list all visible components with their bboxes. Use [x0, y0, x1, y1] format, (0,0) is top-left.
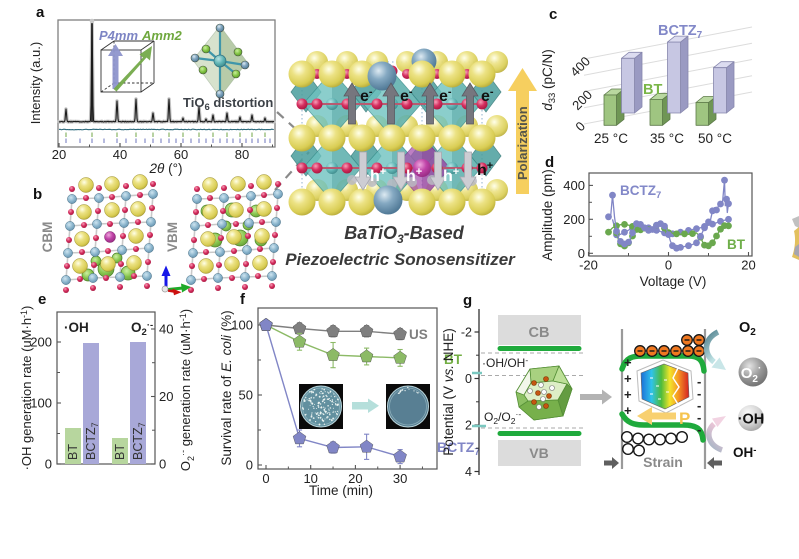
svg-text:2θ (°): 2θ (°)	[149, 161, 183, 176]
svg-text:200: 200	[563, 212, 585, 227]
svg-text:BT: BT	[727, 237, 746, 252]
svg-text:+: +	[624, 403, 632, 418]
svg-text:20: 20	[52, 147, 66, 162]
svg-text:BT: BT	[113, 444, 127, 460]
svg-text:·OH generation rate (uM·h-1): ·OH generation rate (uM·h-1)	[19, 306, 34, 471]
svg-text:20: 20	[159, 389, 173, 404]
svg-text:-: -	[697, 410, 701, 425]
svg-text:0: 0	[159, 457, 166, 472]
svg-text:Amplitude (pm): Amplitude (pm)	[540, 169, 555, 261]
svg-text:BCTZ7: BCTZ7	[658, 23, 703, 41]
svg-text:-20: -20	[579, 258, 598, 273]
svg-text:Potential (V vs. NHE): Potential (V vs. NHE)	[441, 328, 456, 456]
svg-text:0: 0	[665, 258, 672, 273]
svg-text:60: 60	[174, 147, 188, 162]
svg-text:0: 0	[578, 246, 585, 261]
svg-text:100: 100	[30, 396, 52, 411]
svg-text:50: 50	[239, 388, 253, 403]
svg-text:30: 30	[393, 471, 407, 486]
svg-text:-: -	[697, 374, 701, 389]
svg-text:d: d	[545, 154, 554, 171]
svg-text:+: +	[624, 371, 632, 386]
svg-text:Intensity (a.u.): Intensity (a.u.)	[28, 42, 43, 124]
svg-text:c: c	[549, 6, 557, 23]
svg-text:Survival rate of E. coli (%): Survival rate of E. coli (%)	[219, 310, 234, 465]
svg-text:2: 2	[465, 419, 472, 433]
svg-text:Amm2: Amm2	[141, 28, 183, 43]
svg-text:-: -	[697, 422, 701, 437]
svg-text:0: 0	[45, 457, 52, 472]
svg-text:BT: BT	[444, 352, 463, 367]
svg-text:100: 100	[231, 318, 253, 333]
svg-text:50 °C: 50 °C	[698, 131, 732, 146]
svg-text:P: P	[679, 409, 690, 428]
svg-text:-: -	[697, 398, 701, 413]
svg-text:BCTZ7: BCTZ7	[437, 439, 480, 458]
svg-text:Polarization: Polarization	[515, 106, 530, 180]
svg-text:BT: BT	[66, 444, 80, 460]
svg-text:Strain: Strain	[643, 454, 683, 470]
svg-text:g: g	[463, 292, 472, 309]
svg-text:BaTiO3-Based: BaTiO3-Based	[344, 223, 464, 246]
svg-text:25 °C: 25 °C	[594, 131, 628, 146]
svg-text:f: f	[240, 291, 246, 308]
svg-text:40: 40	[159, 322, 173, 337]
svg-text:20: 20	[741, 258, 755, 273]
svg-text:80: 80	[235, 147, 249, 162]
svg-text:·OH/OH-: ·OH/OH-	[482, 355, 528, 370]
svg-text:BCTZ7: BCTZ7	[131, 422, 147, 460]
svg-text:·OH: ·OH	[738, 412, 765, 428]
svg-text:35 °C: 35 °C	[650, 131, 684, 146]
svg-text:O2·- generation rate (uM·h-1): O2·- generation rate (uM·h-1)	[178, 309, 196, 471]
svg-text:CB: CB	[529, 325, 550, 341]
svg-text:+: +	[624, 355, 632, 370]
svg-text:US: US	[409, 327, 428, 342]
svg-text:OH-: OH-	[733, 445, 756, 460]
svg-text:a: a	[36, 4, 45, 21]
svg-text:10: 10	[303, 471, 317, 486]
svg-text:Time (min): Time (min)	[309, 483, 373, 498]
svg-text:e: e	[38, 291, 46, 308]
svg-text:-2: -2	[461, 326, 472, 340]
svg-text:BT: BT	[643, 82, 662, 98]
svg-text:20: 20	[348, 471, 362, 486]
svg-text:4: 4	[465, 465, 472, 479]
svg-text:BCTZ7: BCTZ7	[620, 183, 661, 201]
svg-text:b: b	[33, 186, 42, 203]
svg-text:-: -	[697, 386, 701, 401]
svg-text:VBM: VBM	[165, 222, 180, 252]
svg-text:0: 0	[465, 372, 472, 386]
svg-text:Voltage (V): Voltage (V)	[640, 274, 707, 289]
svg-text:40: 40	[113, 147, 127, 162]
svg-text:+: +	[624, 387, 632, 402]
svg-text:CBM: CBM	[40, 222, 55, 253]
svg-text:0: 0	[246, 458, 253, 473]
svg-text:BCTZ7: BCTZ7	[84, 422, 100, 460]
svg-text:400: 400	[563, 178, 585, 193]
svg-text:·OH: ·OH	[64, 320, 89, 335]
svg-text:200: 200	[30, 335, 52, 350]
svg-text:VB: VB	[529, 445, 548, 461]
svg-text:Piezoelectric Sonosensitizer: Piezoelectric Sonosensitizer	[285, 250, 516, 269]
svg-text:P4mm: P4mm	[99, 28, 138, 43]
svg-text:0: 0	[262, 471, 269, 486]
svg-text:d33 (pC/N): d33 (pC/N)	[540, 49, 558, 111]
